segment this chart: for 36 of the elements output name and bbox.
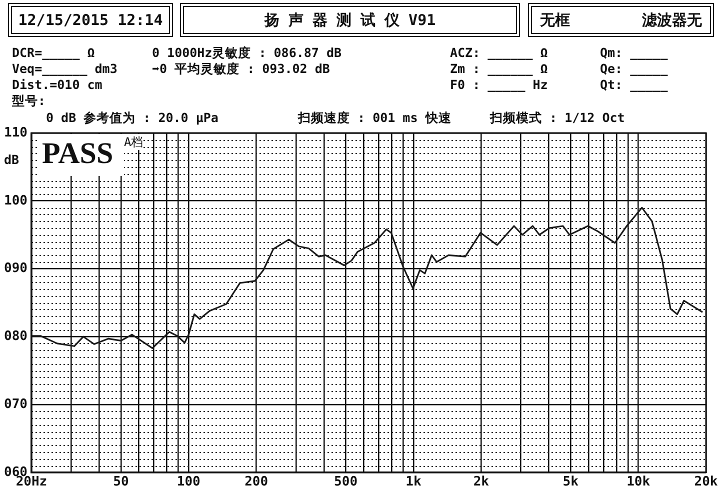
x-tick-label: 100 <box>176 474 201 490</box>
text: Qt: _____ <box>600 77 668 92</box>
x-tick-label: 50 <box>113 474 129 490</box>
text: F0 : _____ Hz <box>450 77 548 92</box>
text: Dist.=010 cm <box>12 77 102 92</box>
text: Qm: _____ <box>600 45 668 60</box>
text: ➡0 平均灵敏度 : 093.02 dB <box>152 61 330 76</box>
annotation: PASS <box>38 134 124 176</box>
x-tick-label: 200 <box>244 474 268 490</box>
text: 无框 <box>540 10 570 30</box>
text: Veq=______ dm3 <box>12 61 118 76</box>
text: DCR=_____ Ω <box>12 45 95 60</box>
text: 0 1000Hz灵敏度 : 086.87 dB <box>152 45 342 60</box>
x-tick-label: 5k <box>562 474 579 490</box>
x-tick-label: 2k <box>473 474 490 490</box>
text: 0 dB 参考值为 : 20.0 μPa <box>46 110 218 125</box>
y-axis-title: dB <box>4 152 20 167</box>
text: 扫频模式 : 1/12 Oct <box>490 110 625 125</box>
y-tick-label: 090 <box>4 261 28 276</box>
x-tick-label: 20k <box>694 474 718 490</box>
chart-title: 扬 声 器 测 试 仪 V91 <box>264 10 436 30</box>
text: Qe: _____ <box>600 61 668 76</box>
text: ACZ: ______ Ω <box>450 45 548 60</box>
x-tick-label: 10k <box>626 474 650 490</box>
y-tick-label: 110 <box>4 125 28 140</box>
text: 扫频速度 : 001 ms 快速 <box>298 110 452 125</box>
annotation: A档 <box>124 134 144 150</box>
text: 滤波器无 <box>642 10 702 30</box>
y-tick-label: 080 <box>4 329 28 344</box>
x-tick-label: 1k <box>406 474 422 490</box>
text: 型号: <box>12 93 46 108</box>
y-tick-label: 070 <box>4 396 28 412</box>
y-tick-label: 100 <box>4 193 28 208</box>
text: 12/15/2015 12:14 <box>18 11 163 29</box>
x-tick-label: 500 <box>334 474 358 490</box>
text: Zm : ______ Ω <box>450 61 548 76</box>
